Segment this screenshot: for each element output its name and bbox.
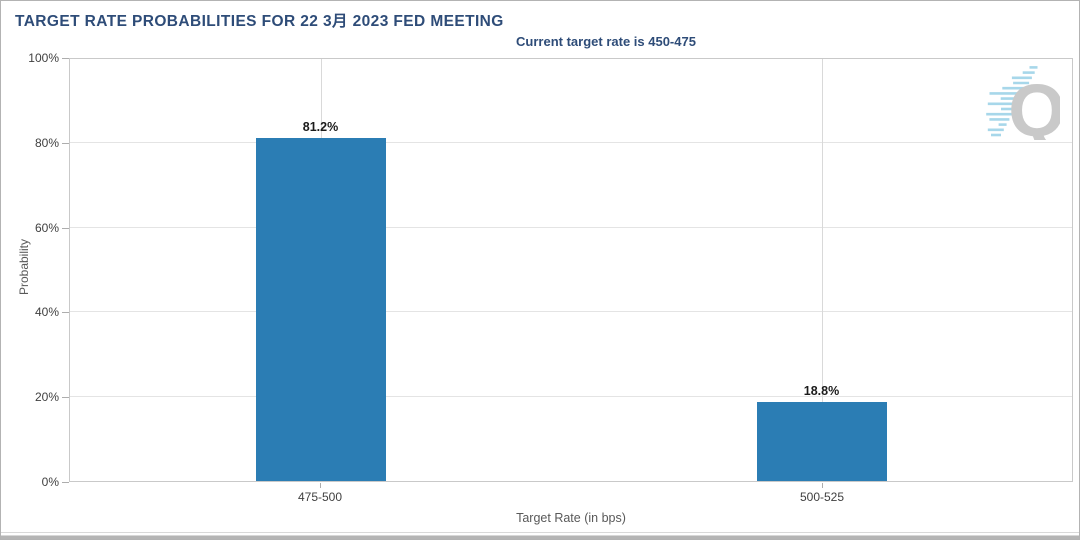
chart-subtitle: Current target rate is 450-475 xyxy=(516,34,696,49)
y-axis-tick-mark xyxy=(62,482,69,483)
x-axis-tick-label: 475-500 xyxy=(297,490,343,504)
watermark-dash-streak xyxy=(986,66,1038,137)
y-axis-tick-mark xyxy=(62,142,69,144)
vertical-gridline xyxy=(821,59,823,481)
y-axis-tick-label: 20% xyxy=(34,390,59,405)
bar-value-label: 18.8% xyxy=(803,383,840,398)
bottom-border-bar xyxy=(1,535,1079,539)
horizontal-gridline xyxy=(70,142,1072,144)
x-axis-tick-mark xyxy=(822,483,823,488)
y-axis-tick-label: 0% xyxy=(41,475,59,489)
x-axis-title: Target Rate (in bps) xyxy=(516,511,626,525)
y-axis-tick-mark xyxy=(62,312,69,314)
horizontal-gridline xyxy=(70,311,1072,313)
y-axis-tick-mark xyxy=(62,397,69,399)
horizontal-gridline xyxy=(70,395,1072,397)
chart-title: TARGET RATE PROBABILITIES FOR 22 3月 2023… xyxy=(15,13,504,30)
y-axis-tick-mark xyxy=(62,227,69,229)
horizontal-gridline xyxy=(70,226,1072,228)
bar xyxy=(255,138,386,481)
x-axis-tick-label: 500-525 xyxy=(799,490,845,504)
y-axis-tick-label: 40% xyxy=(34,305,59,320)
y-axis-tick-label: 60% xyxy=(34,220,59,235)
bottom-frame-line xyxy=(1,532,1079,533)
y-axis-tick-label: 80% xyxy=(34,135,59,150)
quikstrike-q-watermark-icon: Q xyxy=(960,62,1066,152)
bar-value-label: 81.2% xyxy=(302,120,339,135)
x-axis-tick-mark xyxy=(320,483,321,488)
y-axis-title: Probability xyxy=(17,238,31,296)
bar xyxy=(756,401,887,481)
y-axis-tick-label: 100% xyxy=(28,51,59,65)
plot-area: Q 81.2% 18.8% xyxy=(69,58,1073,482)
y-axis-tick-mark xyxy=(62,58,69,59)
watermark-q-letter: Q xyxy=(1008,69,1060,140)
